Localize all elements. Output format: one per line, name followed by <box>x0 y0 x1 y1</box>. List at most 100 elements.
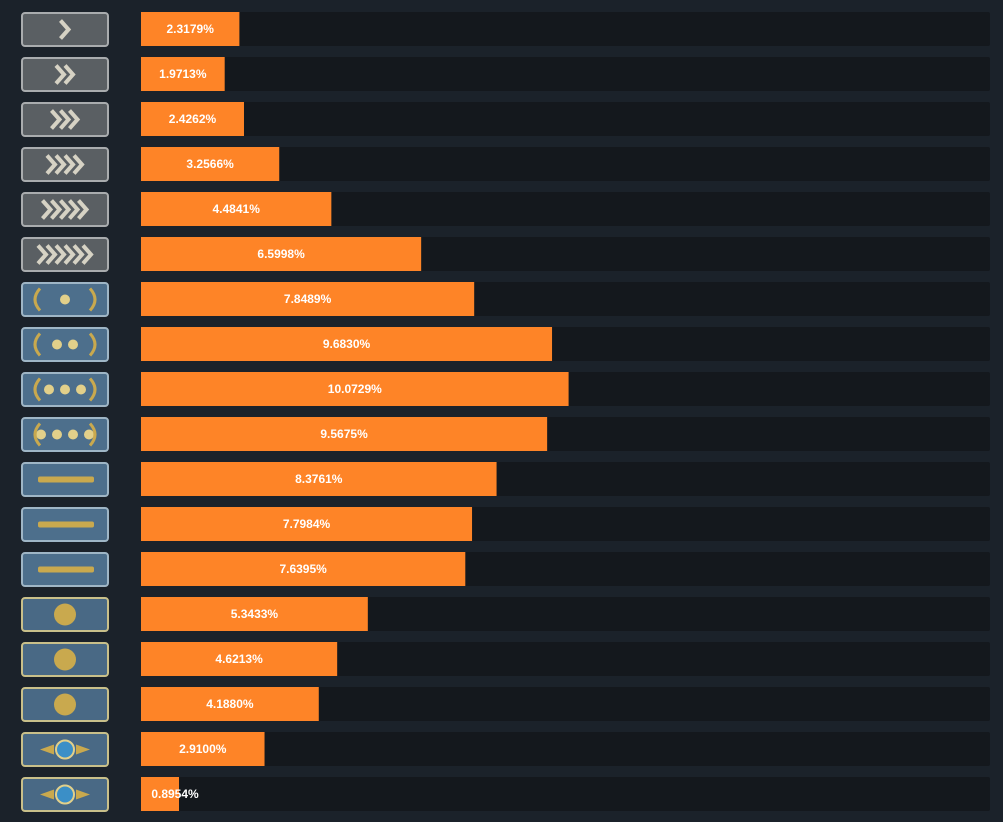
emblem <box>54 603 76 626</box>
rank-icon <box>21 507 109 542</box>
chevron <box>72 244 85 265</box>
rank-icon <box>21 687 109 722</box>
chevron <box>63 154 76 175</box>
value-label: 9.5675% <box>320 427 368 441</box>
rank-icon <box>21 237 109 272</box>
rank-icon <box>21 147 109 182</box>
bar <box>141 192 332 226</box>
bar <box>141 147 280 181</box>
star <box>60 384 70 395</box>
value-label: 2.4262% <box>169 112 217 126</box>
value-label: 9.6830% <box>323 337 371 351</box>
value-label: 0.8954% <box>151 787 199 801</box>
chevron <box>59 109 72 130</box>
value-label: 7.6395% <box>279 562 327 576</box>
chevron <box>36 244 49 265</box>
value-label: 1.9713% <box>159 67 207 81</box>
bar <box>141 57 225 91</box>
chevron <box>50 109 63 130</box>
bar <box>141 687 319 721</box>
rifle <box>38 566 94 573</box>
rank-icon <box>21 12 109 47</box>
bar-track <box>141 12 990 46</box>
emblem <box>54 648 76 671</box>
rank-icon <box>21 597 109 632</box>
globe <box>55 784 75 805</box>
bar-track <box>141 642 990 676</box>
star <box>76 384 86 395</box>
chevron <box>72 154 85 175</box>
value-label: 2.3179% <box>167 22 215 36</box>
bar <box>141 597 368 631</box>
bar <box>141 417 548 451</box>
bar <box>141 372 569 406</box>
rank-icon <box>21 732 109 767</box>
laurel <box>33 287 97 312</box>
value-label: 5.3433% <box>231 607 279 621</box>
chevron <box>81 244 94 265</box>
chevron <box>45 244 58 265</box>
laurel <box>33 422 97 447</box>
chevron <box>41 199 54 220</box>
chevron <box>45 154 58 175</box>
chevron <box>50 199 63 220</box>
rank-icon <box>21 552 109 587</box>
rank-icon-frame <box>21 327 109 362</box>
bar <box>141 462 497 496</box>
star <box>44 384 54 395</box>
bar <box>141 732 265 766</box>
chevron <box>63 64 76 85</box>
rank-icon-frame <box>21 102 109 137</box>
chevron <box>68 109 81 130</box>
bar <box>141 642 338 676</box>
star <box>52 339 62 350</box>
value-label: 10.0729% <box>328 382 382 396</box>
bar-track <box>141 687 990 721</box>
bar-track <box>141 732 990 766</box>
value-label: 4.6213% <box>215 652 263 666</box>
bar <box>141 507 473 541</box>
bar-track <box>141 777 990 811</box>
value-label: 4.1880% <box>206 697 254 711</box>
value-label: 8.3761% <box>295 472 343 486</box>
chevron <box>59 19 72 40</box>
rank-icon <box>21 282 109 317</box>
bar <box>141 327 553 361</box>
chevron <box>63 244 76 265</box>
rank-icon <box>21 462 109 497</box>
bar <box>141 237 422 271</box>
rank-icon-frame <box>21 12 109 47</box>
bar-track <box>141 102 990 136</box>
chevron <box>54 64 67 85</box>
rank-icon-frame <box>21 417 109 452</box>
value-label: 2.9100% <box>179 742 227 756</box>
rifle <box>38 521 94 528</box>
rank-icon <box>21 372 109 407</box>
emblem <box>54 693 76 716</box>
value-label: 7.7984% <box>283 517 331 531</box>
value-label: 4.4841% <box>212 202 260 216</box>
bar-track <box>141 147 990 181</box>
star <box>60 294 70 305</box>
rank-icon <box>21 777 109 812</box>
bar <box>141 282 475 316</box>
chevron <box>54 244 67 265</box>
rank-icon <box>21 417 109 452</box>
rank-icon <box>21 327 109 362</box>
rank-icon <box>21 642 109 677</box>
laurel <box>33 377 97 402</box>
rifle <box>38 476 94 483</box>
wings <box>40 744 90 755</box>
rank-icon <box>21 57 109 92</box>
bar <box>141 777 180 811</box>
rank-icon <box>21 192 109 227</box>
chevron <box>59 199 72 220</box>
star <box>68 429 78 440</box>
wings <box>40 789 90 800</box>
star <box>68 339 78 350</box>
chevron <box>68 199 81 220</box>
laurel <box>33 332 97 357</box>
star <box>84 429 94 440</box>
